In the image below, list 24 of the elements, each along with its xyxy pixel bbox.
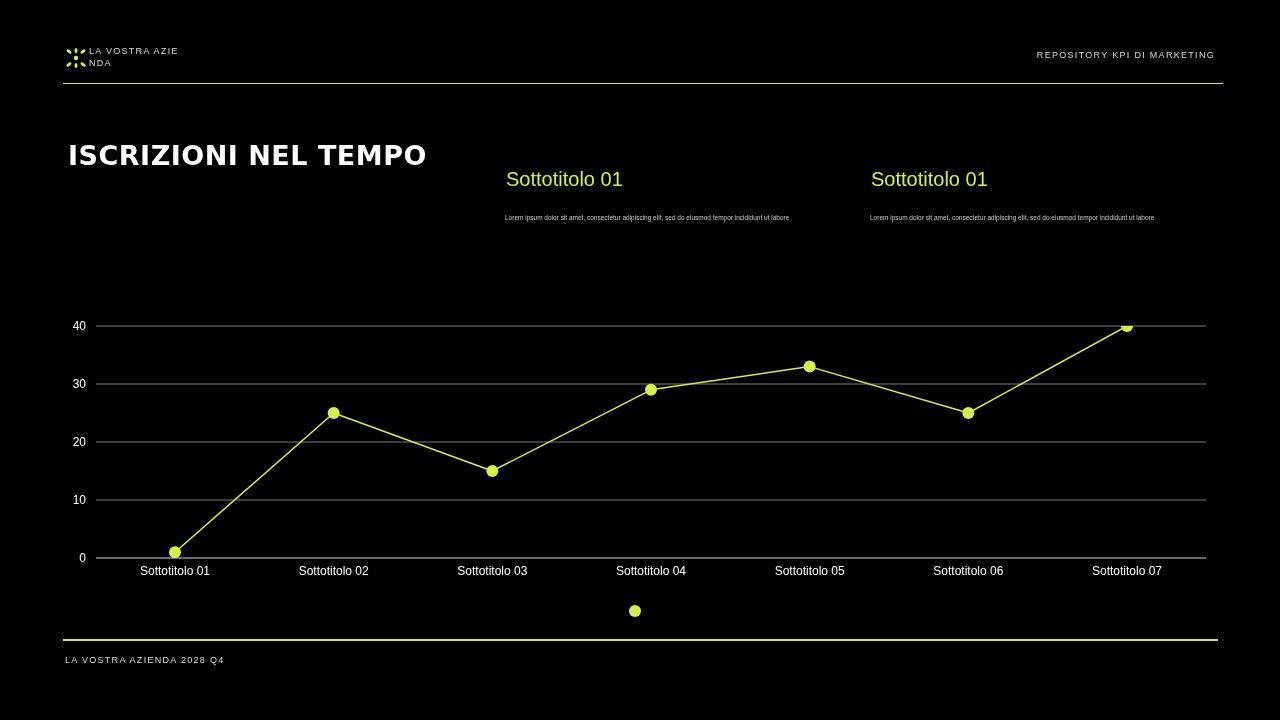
point <box>962 407 975 419</box>
point <box>486 465 499 477</box>
y-tick-label: 40 <box>72 319 87 334</box>
point <box>169 546 181 558</box>
text: LA VOSTRA AZIENDA 2028 Q4 <box>65 655 225 665</box>
chart-title: ISCRIZIONI NEL TEMPO <box>68 140 427 171</box>
text: Sottotitolo 01 <box>871 168 988 191</box>
y-tick-label: 10 <box>72 493 87 508</box>
text: Sottotitolo 01 <box>506 168 623 191</box>
y-tick-label: 0 <box>79 551 87 566</box>
y-tick-label: 30 <box>72 377 87 392</box>
x-tick-label: Sottotitolo 02 <box>298 563 370 578</box>
x-tick-label: Sottotitolo 07 <box>1091 563 1163 578</box>
y-tick-label: 20 <box>72 435 87 450</box>
point <box>327 407 340 419</box>
x-tick-label: Sottotitolo 05 <box>774 563 846 578</box>
x-tick-label: Sottotitolo 01 <box>139 563 211 578</box>
x-tick-label: Sottotitolo 04 <box>615 563 687 578</box>
x-tick-label: Sottotitolo 03 <box>457 563 528 578</box>
x-tick-label: Sottotitolo 06 <box>933 563 1004 578</box>
point <box>803 360 816 373</box>
text: REPOSITORY KPI DI MARKETING <box>1035 50 1215 60</box>
point <box>645 383 657 396</box>
text: LA VOSTRA AZIENDA <box>89 45 180 69</box>
